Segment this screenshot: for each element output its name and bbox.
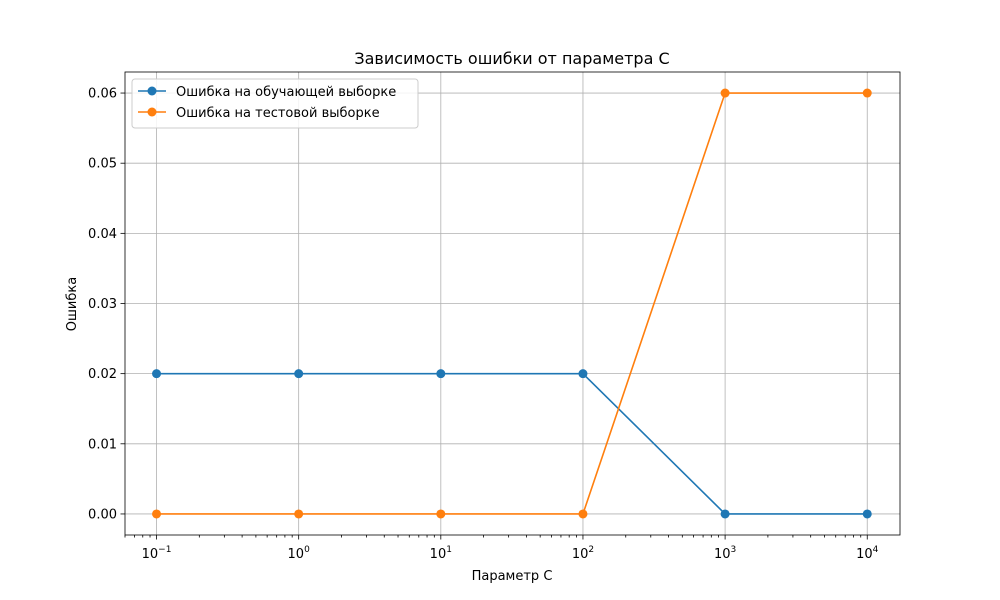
data-point (862, 88, 872, 98)
series-line-1 (156, 372, 868, 515)
y-tick-label: 0.06 (88, 87, 117, 102)
y-tick-label: 0.03 (88, 297, 117, 312)
data-point (294, 369, 304, 379)
x-tick-label: 103 (714, 545, 736, 562)
chart-title: Зависимость ошибки от параметра C (354, 49, 669, 68)
x-tick-label: 104 (856, 545, 879, 562)
x-tick-label: 102 (572, 545, 594, 562)
data-point (152, 369, 162, 379)
series-layer (152, 88, 872, 519)
data-point (720, 88, 730, 98)
legend-box (131, 78, 419, 129)
legend: Ошибка на обучающей выборке Ошибка на тес… (131, 78, 419, 129)
legend-marker (147, 107, 157, 117)
y-tick-label: 0.04 (88, 227, 117, 242)
y-axis-label: Ошибка (65, 277, 80, 331)
x-tick-label: 101 (430, 545, 452, 562)
y-tick-label: 0.05 (88, 157, 117, 172)
x-axis-label: Параметр C (472, 569, 553, 584)
data-point (720, 509, 730, 519)
legend-marker (147, 86, 157, 96)
x-tick-label: 100 (288, 545, 311, 562)
data-point (152, 509, 162, 519)
legend-entry: Ошибка на тестовой выборке (176, 106, 380, 121)
y-tick-label: 0.02 (88, 367, 117, 382)
y-tick-label: 0.01 (88, 437, 117, 452)
x-tick-label: 10−1 (142, 545, 172, 562)
y-tick-label: 0.00 (88, 507, 117, 522)
legend-entry: Ошибка на обучающей выборке (176, 85, 396, 100)
data-point (436, 369, 446, 379)
data-point (578, 369, 588, 379)
data-point (862, 509, 872, 519)
data-point (436, 509, 446, 519)
grid (125, 72, 900, 535)
data-point (294, 509, 304, 519)
series-line-2 (156, 92, 868, 515)
data-point (578, 509, 588, 519)
ticks: 10−1 100 101 102 103 104 0.00 0.01 0.02 0.03 0.04 0… (88, 87, 879, 562)
